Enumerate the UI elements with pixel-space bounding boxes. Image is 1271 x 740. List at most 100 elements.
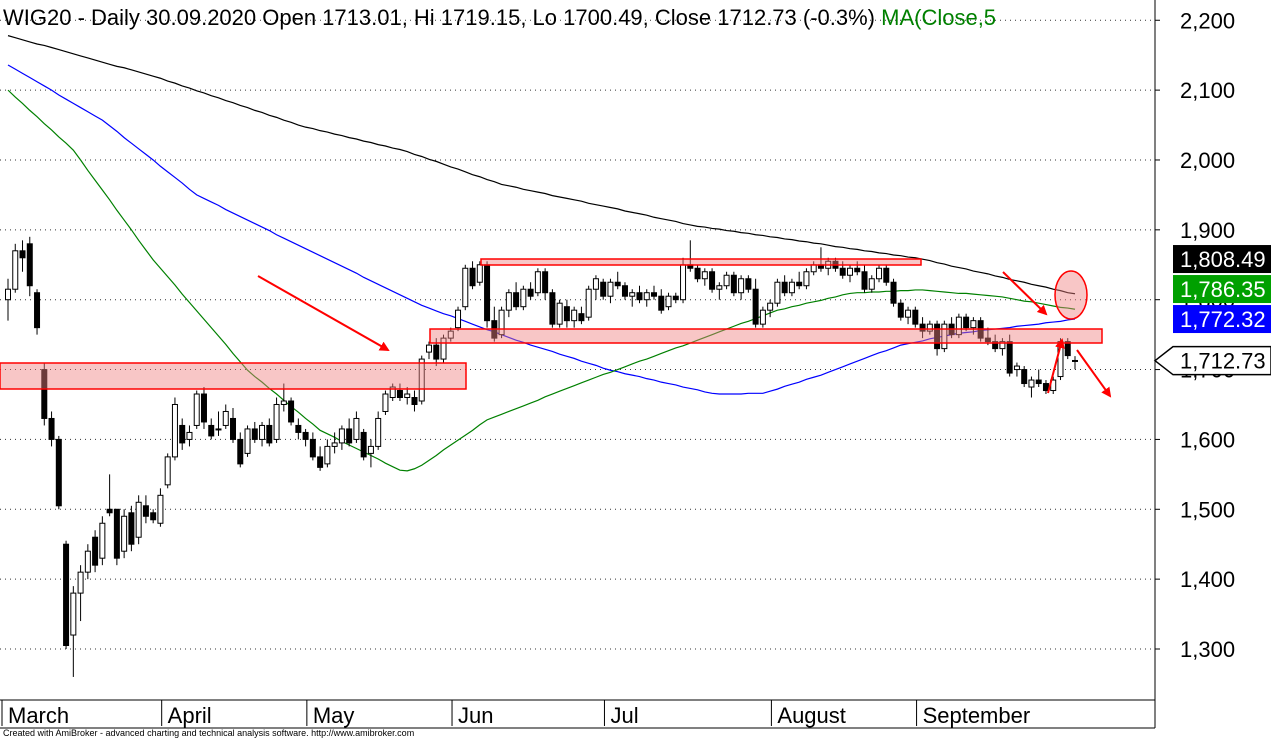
candle-body (803, 271, 810, 287)
x-tick-label: August (777, 703, 846, 728)
candle-body (723, 274, 730, 287)
candle-body (92, 536, 99, 566)
candle-body (121, 515, 128, 552)
candle-body (941, 323, 948, 350)
candle-body (752, 288, 759, 325)
candle-body (1006, 341, 1013, 374)
candle-body (788, 281, 795, 294)
candle-body (571, 309, 578, 322)
arrow (1076, 349, 1112, 398)
ma-line (7, 64, 1076, 395)
candle-body (556, 302, 563, 325)
candle-body (411, 397, 418, 405)
price-label: 1,772.32 (1180, 307, 1266, 332)
price-label: 1,786.35 (1180, 277, 1266, 302)
candle-body (912, 309, 919, 325)
candle-body (709, 271, 716, 290)
candle-body (106, 508, 113, 514)
arrow (1047, 338, 1065, 394)
candle-body (142, 505, 149, 517)
candle-body (665, 295, 672, 308)
title-ma: MA(Close,5 (881, 5, 996, 30)
candle-body (738, 278, 745, 294)
candle-body (331, 442, 338, 447)
ma-line (7, 35, 1076, 295)
candle-body (607, 281, 614, 297)
candle-body (701, 271, 708, 280)
candle-body (135, 501, 142, 538)
candle-body (418, 358, 425, 402)
candle-body (527, 288, 534, 297)
footer: Created with AmiBroker - advanced charti… (3, 728, 414, 738)
x-tick-label: Jul (610, 703, 638, 728)
y-tick-label: 2,100 (1180, 78, 1235, 103)
candle-body (63, 543, 70, 647)
candle-body (846, 267, 853, 276)
candle-body (592, 278, 599, 290)
candle-body (179, 424, 186, 444)
support-zone (429, 328, 1103, 344)
candle-body (484, 264, 491, 322)
y-tick-label: 2,000 (1180, 148, 1235, 173)
candle-body (1021, 369, 1028, 385)
candle-body (563, 306, 570, 322)
arrow (1002, 271, 1048, 316)
candle-body (883, 267, 890, 283)
candle-body (505, 292, 512, 311)
candle-body (302, 431, 309, 440)
candle-body (48, 417, 55, 440)
candle-body (643, 292, 650, 301)
candle-body (433, 344, 440, 360)
candle-body (861, 271, 868, 290)
candle-body (113, 508, 120, 559)
candle-body (513, 292, 520, 308)
candle-body (440, 337, 447, 360)
candle-body (360, 431, 367, 458)
candle-body (1072, 359, 1078, 362)
candle-body (404, 393, 411, 399)
candle-body (396, 390, 403, 399)
candle-body (157, 494, 164, 524)
candle-body (600, 281, 607, 297)
x-tick-label: March (8, 703, 69, 728)
candle-body (34, 292, 41, 329)
y-tick-label: 1,600 (1180, 427, 1235, 452)
candle-body (12, 250, 19, 290)
candle-body (796, 281, 803, 287)
candle-body (375, 417, 382, 447)
candle-body (774, 281, 781, 304)
candle-body (621, 285, 628, 297)
candle-body (970, 320, 977, 329)
candle-body (1042, 383, 1049, 392)
price-label-box (1173, 275, 1271, 304)
candle-body (868, 278, 875, 290)
price-label-box (1173, 305, 1271, 334)
candle-body (41, 369, 48, 419)
candle-body (926, 323, 933, 332)
candle-body (549, 292, 556, 325)
plot-marks (5, 35, 1078, 677)
candle-body (999, 341, 1006, 350)
x-tick-label: September (923, 703, 1031, 728)
candle-body (425, 344, 432, 353)
candle-body (520, 288, 527, 308)
candle-body (1028, 379, 1035, 388)
candle-body (1013, 365, 1020, 371)
candle-body (208, 424, 215, 437)
y-tick-label: 1,400 (1180, 567, 1235, 592)
candle-body (984, 337, 991, 343)
candle-body (905, 309, 912, 318)
candle-body (353, 417, 360, 440)
candle-body (259, 424, 266, 440)
candle-body (759, 309, 766, 325)
candle-body (150, 512, 157, 521)
candle-body (186, 431, 193, 440)
candle-body (128, 512, 135, 545)
x-tick-label: April (168, 703, 212, 728)
candle-body (781, 281, 788, 294)
candle-body (5, 288, 11, 301)
candle-body (534, 271, 541, 294)
candle-body (266, 424, 273, 444)
candle-body (897, 302, 904, 318)
candle-body (99, 522, 106, 559)
